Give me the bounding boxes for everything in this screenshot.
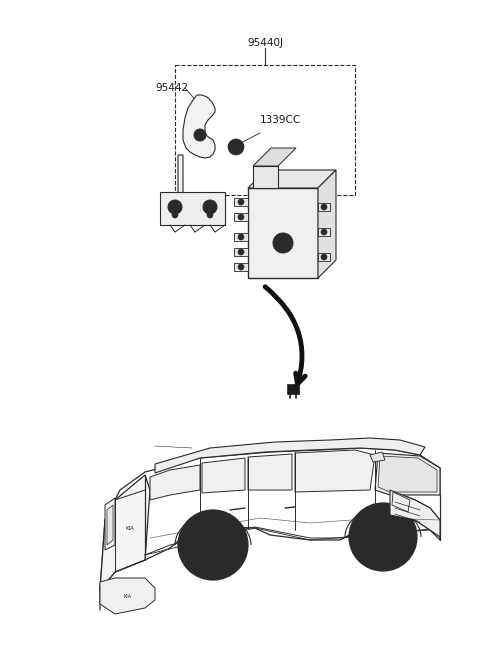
Polygon shape [253,166,278,188]
Polygon shape [100,475,150,590]
Circle shape [188,520,238,570]
Polygon shape [253,148,296,166]
Text: KIA: KIA [126,525,134,531]
Polygon shape [390,490,440,537]
Text: 1339CC: 1339CC [260,115,301,125]
Polygon shape [178,155,225,207]
Circle shape [238,199,244,205]
Polygon shape [318,253,330,261]
Circle shape [321,229,327,235]
Polygon shape [318,170,336,278]
Circle shape [231,142,241,152]
Polygon shape [248,170,336,188]
Circle shape [238,264,244,270]
Circle shape [194,129,206,141]
Circle shape [370,524,396,550]
Polygon shape [318,203,330,211]
Polygon shape [160,192,225,225]
Polygon shape [234,248,248,256]
Circle shape [321,254,327,260]
Circle shape [238,234,244,240]
Polygon shape [378,456,437,492]
Circle shape [238,214,244,220]
Circle shape [321,204,327,210]
Polygon shape [375,453,440,495]
Circle shape [207,539,219,551]
Polygon shape [150,465,200,500]
Polygon shape [107,505,113,545]
Polygon shape [370,452,385,462]
Polygon shape [234,233,248,241]
Circle shape [199,531,227,559]
Text: KIA: KIA [124,594,132,598]
Polygon shape [155,438,425,473]
Polygon shape [183,95,215,158]
Circle shape [273,233,293,253]
Circle shape [172,212,178,218]
Polygon shape [234,213,248,221]
Circle shape [168,200,182,214]
Polygon shape [392,492,410,512]
Circle shape [207,212,213,218]
Polygon shape [234,263,248,271]
Text: 95440J: 95440J [247,38,283,48]
Circle shape [359,513,407,561]
Circle shape [228,139,244,155]
Circle shape [349,503,417,571]
Circle shape [203,200,217,214]
Polygon shape [100,578,155,614]
Polygon shape [248,188,318,278]
Polygon shape [105,498,115,550]
Polygon shape [287,384,299,394]
Circle shape [378,532,388,542]
Polygon shape [202,458,245,493]
Circle shape [238,249,244,255]
Polygon shape [234,198,248,206]
Polygon shape [248,454,292,490]
Polygon shape [318,228,330,236]
Circle shape [231,142,241,152]
Circle shape [178,510,248,580]
Polygon shape [175,65,355,195]
Polygon shape [295,450,375,492]
Text: 95442: 95442 [155,83,188,93]
